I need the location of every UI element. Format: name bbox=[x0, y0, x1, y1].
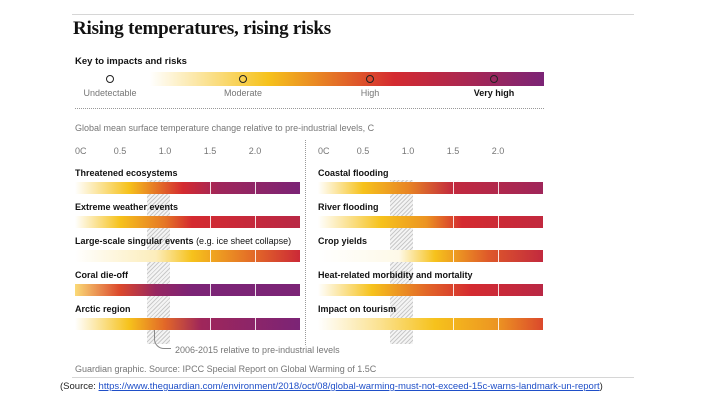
x-tick-label: 1.0 bbox=[158, 146, 172, 156]
system-label: Large-scale singular events (e.g. ice sh… bbox=[75, 236, 291, 246]
system-name: Impact on tourism bbox=[318, 304, 397, 314]
bar-divider bbox=[255, 216, 256, 228]
key-label: High bbox=[360, 88, 380, 98]
key-marker-moderate bbox=[239, 75, 247, 83]
bar-divider bbox=[255, 250, 256, 262]
risk-bar bbox=[318, 318, 543, 330]
system-name: Extreme weather events bbox=[75, 202, 179, 212]
system-label: Crop yields bbox=[318, 236, 367, 246]
system-name: Crop yields bbox=[318, 236, 368, 246]
bar-divider bbox=[453, 284, 454, 296]
system-name: Coral die-off bbox=[75, 270, 128, 280]
system-name: River flooding bbox=[318, 202, 379, 212]
x-tick-label: 2.0 bbox=[248, 146, 262, 156]
bar-divider bbox=[255, 284, 256, 296]
key-heading: Key to impacts and risks bbox=[75, 56, 187, 67]
bar-divider bbox=[498, 182, 499, 194]
system-name: Heat-related morbidity and mortality bbox=[318, 270, 473, 280]
key-gradient-bar bbox=[150, 72, 544, 86]
key-label: Moderate bbox=[223, 88, 263, 98]
key-marker-undetectable bbox=[106, 75, 114, 83]
bar-divider bbox=[453, 318, 454, 330]
bar-divider bbox=[498, 216, 499, 228]
system-name: Large-scale singular events bbox=[75, 236, 194, 246]
bar-divider bbox=[210, 250, 211, 262]
x-tick-label: 1.0 bbox=[401, 146, 415, 156]
bar-divider bbox=[498, 250, 499, 262]
graphic-credit: Guardian graphic. Source: IPCC Special R… bbox=[75, 364, 377, 374]
top-rule bbox=[72, 14, 634, 15]
x-tick-label: 0.5 bbox=[356, 146, 370, 156]
source-suffix: ) bbox=[599, 381, 603, 392]
bar-divider bbox=[498, 318, 499, 330]
bar-divider bbox=[210, 216, 211, 228]
risk-bar bbox=[318, 284, 543, 296]
panel-divider bbox=[305, 140, 306, 345]
risk-bar bbox=[318, 216, 543, 228]
risk-bar bbox=[75, 318, 300, 330]
bar-divider bbox=[210, 284, 211, 296]
x-axis-label: Global mean surface temperature change r… bbox=[75, 123, 375, 133]
bar-divider bbox=[453, 250, 454, 262]
system-note: (e.g. ice sheet collapse) bbox=[193, 236, 292, 246]
x-tick-label: 0C bbox=[318, 146, 330, 156]
risk-bar bbox=[75, 284, 300, 296]
system-name: Coastal flooding bbox=[318, 168, 389, 178]
bottom-rule bbox=[72, 377, 634, 378]
risk-bar bbox=[75, 182, 300, 194]
system-name: Arctic region bbox=[75, 304, 131, 314]
key-divider bbox=[75, 108, 544, 109]
system-label: Extreme weather events bbox=[75, 202, 178, 212]
key-label: Undetectable bbox=[83, 88, 137, 98]
bar-divider bbox=[255, 318, 256, 330]
system-label: Coastal flooding bbox=[318, 168, 389, 178]
system-name: Threatened ecosystems bbox=[75, 168, 178, 178]
reference-band-pointer bbox=[154, 330, 171, 349]
bar-divider bbox=[453, 182, 454, 194]
risk-bar bbox=[318, 250, 543, 262]
bar-divider bbox=[498, 284, 499, 296]
bar-divider bbox=[210, 182, 211, 194]
key-marker-very-high bbox=[490, 75, 498, 83]
bar-divider bbox=[453, 216, 454, 228]
risk-bar bbox=[75, 216, 300, 228]
system-label: Heat-related morbidity and mortality bbox=[318, 270, 473, 280]
bar-divider bbox=[210, 318, 211, 330]
bar-divider bbox=[255, 182, 256, 194]
system-label: River flooding bbox=[318, 202, 379, 212]
x-tick-label: 0.5 bbox=[113, 146, 127, 156]
key-label: Very high bbox=[473, 88, 515, 98]
system-label: Impact on tourism bbox=[318, 304, 396, 314]
risk-bar bbox=[318, 182, 543, 194]
source-prefix: (Source: bbox=[60, 381, 99, 392]
x-tick-label: 0C bbox=[75, 146, 87, 156]
chart-title: Rising temperatures, rising risks bbox=[73, 18, 331, 39]
system-label: Threatened ecosystems bbox=[75, 168, 178, 178]
x-tick-label: 1.5 bbox=[203, 146, 217, 156]
reference-band-annotation: 2006-2015 relative to pre-industrial lev… bbox=[175, 345, 340, 355]
x-tick-label: 2.0 bbox=[491, 146, 505, 156]
system-label: Coral die-off bbox=[75, 270, 128, 280]
x-tick-label: 1.5 bbox=[446, 146, 460, 156]
system-label: Arctic region bbox=[75, 304, 131, 314]
source-line: (Source: https://www.theguardian.com/env… bbox=[60, 381, 603, 392]
source-link[interactable]: https://www.theguardian.com/environment/… bbox=[98, 381, 600, 392]
risk-bar bbox=[75, 250, 300, 262]
key-marker-high bbox=[366, 75, 374, 83]
